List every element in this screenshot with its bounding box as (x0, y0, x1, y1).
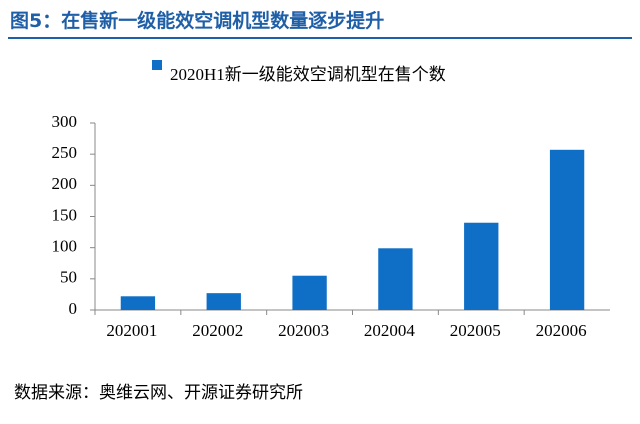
legend-swatch (152, 60, 162, 70)
y-tick-label: 250 (52, 143, 78, 162)
legend-label: 2020H1新一级能效空调机型在售个数 (170, 65, 446, 84)
x-tick-label: 202002 (192, 321, 243, 340)
bar (378, 248, 413, 310)
y-tick-label: 100 (52, 237, 78, 256)
y-tick-label: 150 (52, 205, 78, 224)
bar (464, 222, 499, 310)
x-tick-label: 202006 (536, 321, 587, 340)
bar (206, 293, 241, 310)
source-note: 数据来源：奥维云网、开源证券研究所 (14, 383, 303, 402)
y-tick-label: 300 (52, 112, 78, 131)
figure-title: 图5：在售新一级能效空调机型数量逐步提升 (10, 10, 385, 32)
y-tick-label: 50 (60, 268, 77, 287)
x-tick-label: 202001 (106, 321, 157, 340)
bar (292, 275, 327, 310)
bar (549, 149, 585, 310)
y-tick-label: 0 (69, 299, 78, 318)
y-tick-label: 200 (52, 174, 78, 193)
bar (120, 296, 156, 310)
x-tick-label: 202005 (450, 321, 501, 340)
title-rule (8, 37, 632, 39)
x-tick-label: 202003 (278, 321, 329, 340)
x-tick-label: 202004 (364, 321, 416, 340)
